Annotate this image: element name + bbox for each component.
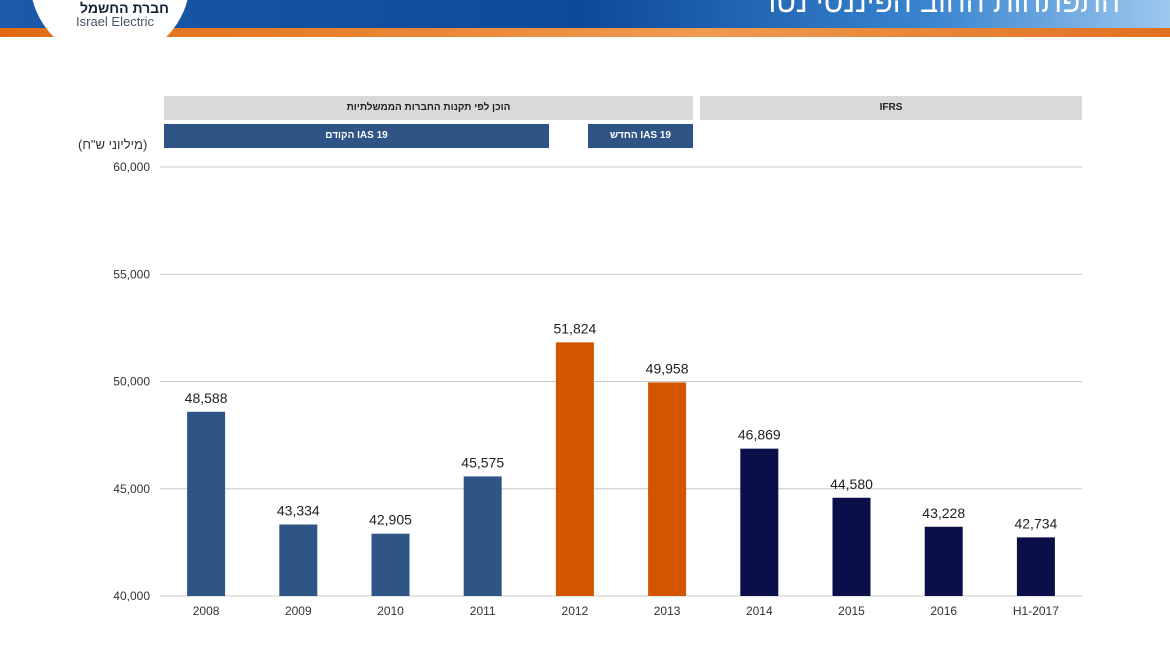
- y-tick-label: 45,000: [113, 482, 150, 496]
- x-tick-label: 2010: [377, 604, 404, 618]
- data-label: 42,905: [369, 512, 412, 528]
- header-banner: [0, 0, 1170, 29]
- data-label: 48,588: [185, 390, 228, 406]
- bar: [463, 476, 502, 596]
- bar: [1016, 537, 1055, 596]
- x-tick-label: 2009: [285, 604, 312, 618]
- data-label: 45,575: [461, 454, 504, 470]
- data-label: 42,734: [1014, 515, 1057, 531]
- data-label: 51,824: [553, 320, 596, 336]
- bar: [555, 342, 594, 596]
- bar: [279, 524, 318, 596]
- data-label: 49,958: [646, 360, 689, 376]
- x-tick-label: 2011: [470, 604, 496, 618]
- x-tick-label: 2016: [930, 604, 957, 618]
- bar: [740, 448, 779, 596]
- bar: [371, 533, 410, 596]
- bar: [648, 382, 687, 596]
- data-label: 43,228: [922, 505, 965, 521]
- data-label: 46,869: [738, 427, 781, 443]
- logo-text-en: Israel Electric: [76, 14, 155, 29]
- x-tick-label: 2008: [193, 604, 220, 618]
- page-title: התפתחות החוב הפיננסי נטו: [768, 0, 1120, 19]
- band-ias-old: IAS 19 הקודם: [164, 124, 549, 148]
- bar: [187, 411, 226, 596]
- x-tick-label: 2014: [746, 604, 773, 618]
- bar: [924, 526, 963, 596]
- band-ias-new: IAS 19 החדש: [588, 124, 693, 148]
- bar: [832, 497, 871, 596]
- x-tick-label: 2015: [838, 604, 865, 618]
- y-tick-label: 55,000: [113, 267, 150, 281]
- logo-text-he: חברת החשמל: [80, 0, 169, 16]
- band-gov: הוכן לפי תקנות החברות הממשלתיות: [164, 96, 693, 120]
- header-stripe: [0, 28, 1170, 37]
- data-label: 43,334: [277, 502, 320, 518]
- x-tick-label: H1-2017: [1013, 604, 1059, 618]
- y-tick-label: 50,000: [113, 375, 150, 389]
- x-tick-label: 2012: [562, 604, 589, 618]
- unit-label: (מיליוני ש"ח): [78, 137, 148, 152]
- data-label: 44,580: [830, 476, 873, 492]
- y-tick-label: 60,000: [113, 160, 150, 174]
- y-tick-label: 40,000: [113, 589, 150, 603]
- x-tick-label: 2013: [654, 604, 681, 618]
- band-ifrs: IFRS: [700, 96, 1082, 120]
